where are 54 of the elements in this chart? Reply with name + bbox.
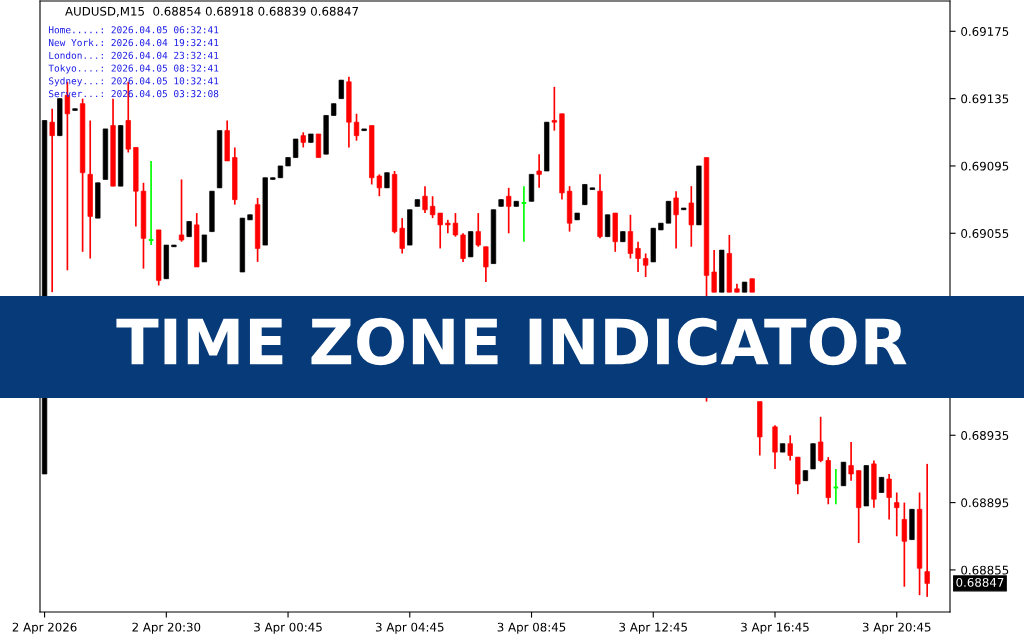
y-tick-label: 0.69055 bbox=[961, 229, 1009, 238]
candlestick bbox=[475, 212, 481, 248]
candlestick bbox=[673, 190, 679, 250]
candlestick bbox=[924, 463, 930, 598]
candlestick bbox=[536, 153, 542, 189]
annotation: Tokyo....: 2026.04.05 08:32:41 bbox=[48, 64, 219, 74]
x-tick-label: 3 Apr 00:45 bbox=[254, 622, 322, 634]
candlestick bbox=[452, 212, 459, 238]
candlestick bbox=[338, 79, 344, 100]
candlestick bbox=[551, 86, 557, 132]
annotation: New York.: 2026.04.04 19:32:41 bbox=[48, 38, 219, 47]
candlestick bbox=[665, 200, 672, 225]
candlestick bbox=[787, 434, 793, 462]
y-tick-label: 0.69175 bbox=[961, 27, 1009, 36]
x-tick-label: 2 Apr 20:30 bbox=[132, 622, 201, 634]
y-tick-label: 0.68935 bbox=[961, 430, 1009, 440]
x-tick-label: 2 Apr 2026 bbox=[12, 622, 77, 634]
candlestick bbox=[422, 185, 428, 214]
candlestick bbox=[840, 461, 847, 487]
candlestick bbox=[643, 252, 649, 278]
candlestick bbox=[627, 213, 634, 260]
candlestick bbox=[178, 178, 185, 243]
candlestick bbox=[886, 473, 892, 521]
candlestick bbox=[604, 213, 611, 238]
x-tick-label: 3 Apr 16:45 bbox=[741, 622, 809, 634]
candlestick bbox=[445, 218, 451, 235]
chart-title: AUDUSD,M15 0.68854 0.68918 0.68839 0.68847 bbox=[65, 6, 359, 17]
candlestick bbox=[315, 133, 322, 159]
text: 0.68847 bbox=[956, 577, 1004, 587]
y-tick-label: 0.69135 bbox=[961, 94, 1009, 104]
x-tick-label: 3 Apr 08:45 bbox=[497, 622, 566, 634]
candlestick bbox=[901, 501, 907, 588]
x-tick-label: 3 Apr 04:45 bbox=[375, 622, 444, 634]
annotation: TIME ZONE INDICATOR bbox=[116, 317, 907, 366]
candlestick bbox=[635, 240, 641, 273]
candlestick bbox=[688, 185, 694, 248]
candlestick bbox=[506, 186, 512, 235]
annotation: Home.....: 2026.04.05 06:32:41 bbox=[48, 26, 219, 34]
annotation: Sydney...: 2026.04.05 10:32:41 bbox=[48, 77, 219, 87]
candlestick bbox=[353, 112, 360, 142]
candlestick bbox=[293, 138, 299, 159]
x-tick-label: 3 Apr 20:45 bbox=[862, 622, 931, 634]
y-tick-label: 0.68895 bbox=[961, 498, 1009, 508]
candlestick bbox=[894, 491, 900, 538]
candlestick bbox=[460, 232, 466, 263]
annotation: London...: 2026.04.04 23:32:41 bbox=[49, 51, 219, 59]
y-tick-label: 0.68855 bbox=[961, 565, 1009, 575]
candlestick bbox=[399, 217, 405, 255]
candlestick bbox=[711, 249, 717, 294]
candlestick bbox=[483, 245, 489, 283]
candlestick bbox=[848, 441, 854, 482]
candlestick bbox=[49, 107, 55, 294]
x-tick-label: 3 Apr 12:45 bbox=[619, 622, 687, 634]
y-tick-label: 0.69095 bbox=[961, 161, 1009, 171]
